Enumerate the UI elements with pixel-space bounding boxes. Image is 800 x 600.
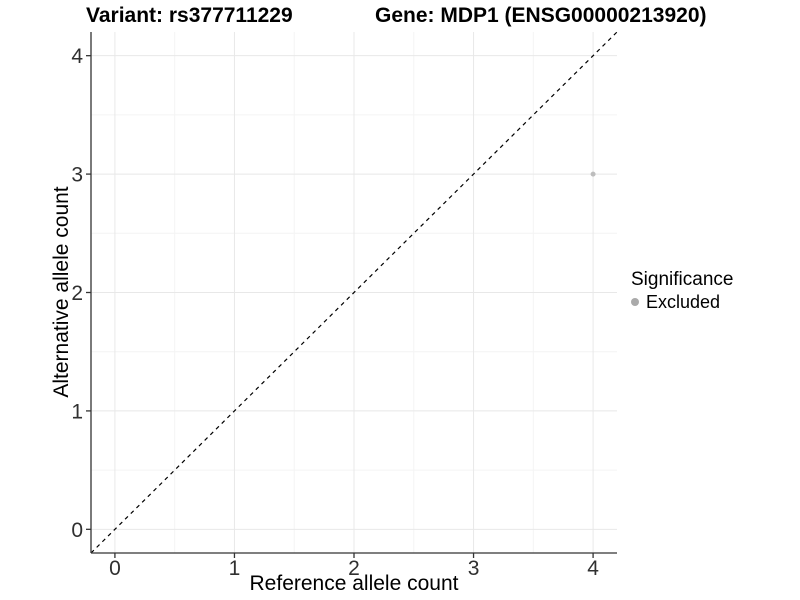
x-tick-label: 1 xyxy=(229,557,241,580)
data-point xyxy=(590,171,596,177)
y-tick-label: 0 xyxy=(71,519,83,542)
legend-item-label: Excluded xyxy=(646,291,721,312)
y-tick-label: 4 xyxy=(71,45,83,68)
y-tick-label: 3 xyxy=(71,164,83,187)
plot-title-gene: Gene: MDP1 (ENSG00000213920) xyxy=(375,4,707,27)
legend: Significance Excluded xyxy=(631,269,733,313)
identity-line xyxy=(90,31,618,554)
legend-key-dot-icon xyxy=(631,298,639,306)
legend-item-excluded: Excluded xyxy=(631,291,733,313)
y-tick-label: 2 xyxy=(71,282,83,305)
legend-title: Significance xyxy=(631,269,734,290)
x-tick-label: 0 xyxy=(109,557,121,580)
plot-title-variant: Variant: rs377711229 xyxy=(86,4,293,27)
x-axis-title: Reference allele count xyxy=(249,572,459,595)
x-tick-label: 4 xyxy=(587,557,599,580)
x-tick-label: 3 xyxy=(468,557,480,580)
x-tick-label: 2 xyxy=(348,557,360,580)
y-tick-label: 1 xyxy=(71,400,83,423)
y-axis-title: Alternative allele count xyxy=(50,186,73,398)
